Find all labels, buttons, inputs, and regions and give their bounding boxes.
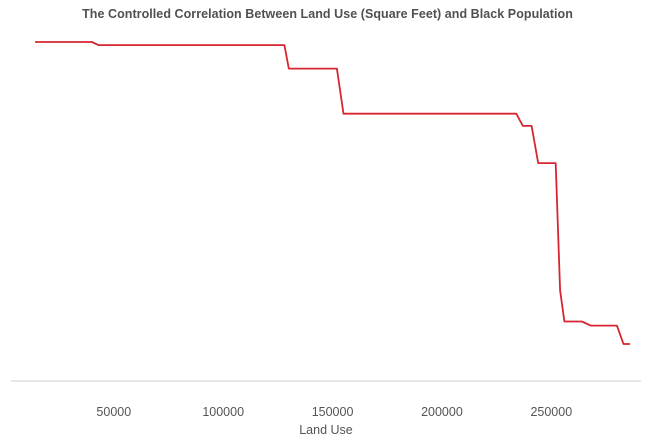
x-tick-label: 50000 bbox=[96, 405, 131, 419]
x-axis-ticks: 50000 100000 150000 200000 250000 bbox=[96, 405, 572, 419]
x-tick-label: 200000 bbox=[421, 405, 463, 419]
x-tick-label: 100000 bbox=[202, 405, 244, 419]
x-tick-label: 150000 bbox=[312, 405, 354, 419]
x-tick-label: 250000 bbox=[530, 405, 572, 419]
series-line bbox=[35, 41, 631, 345]
x-axis-title: Land Use bbox=[299, 423, 353, 437]
chart-title: The Controlled Correlation Between Land … bbox=[82, 7, 573, 21]
